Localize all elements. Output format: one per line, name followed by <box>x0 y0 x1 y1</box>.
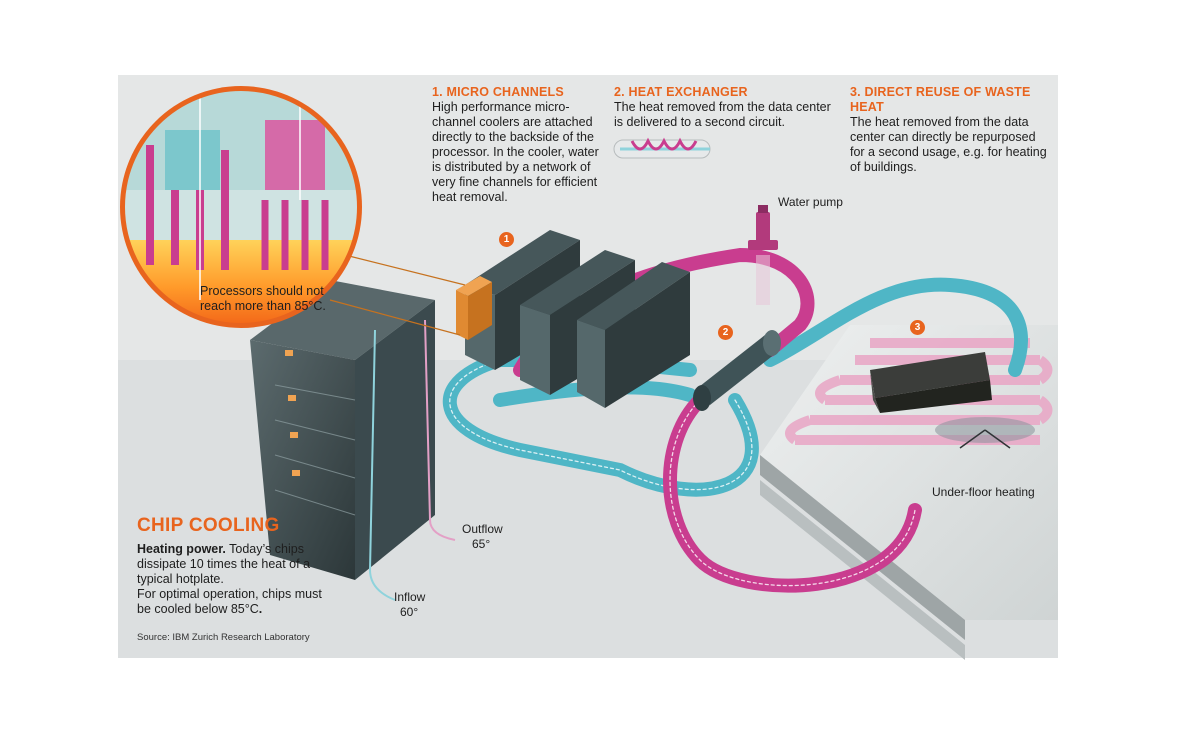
badge-2: 2 <box>718 325 733 340</box>
inflow-label: Inflow <box>394 590 426 604</box>
direct-reuse-block: 3. DIRECT REUSE OF WASTE HEAT The heat r… <box>850 85 1050 175</box>
outflow-temp: 65° <box>472 537 491 551</box>
direct-reuse-body: The heat removed from the data center ca… <box>850 115 1047 174</box>
water-pump-icon <box>748 205 778 305</box>
outflow-pipe <box>424 319 456 541</box>
chip-cooling-description: Heating power. Today’s chips dissipate 1… <box>137 542 337 617</box>
heat-exchanger-heading: 2. HEAT EXCHANGER <box>614 85 748 99</box>
server-racks <box>456 230 690 408</box>
zoom-connector-lines <box>329 254 466 336</box>
microchannel-zoom <box>120 86 362 328</box>
chip-cooling-lead: Heating power. <box>137 542 226 556</box>
micro-channels-body: High performance micro-channel coolers a… <box>432 100 599 204</box>
water-pump-label: Water pump <box>778 195 843 209</box>
cutaway-server-rack <box>250 280 456 601</box>
outflow-label: Outflow <box>462 522 503 536</box>
cooler-block <box>456 276 492 296</box>
heat-exchanger-icon <box>613 137 711 159</box>
micro-channels-block: 1. MICRO CHANNELS High performance micro… <box>432 85 602 205</box>
source-note: Source: IBM Zurich Research Laboratory <box>137 632 310 643</box>
direct-reuse-heading: 3. DIRECT REUSE OF WASTE HEAT <box>850 85 1031 114</box>
heat-exchanger-unit <box>693 330 781 411</box>
chip-cooling-line1: Today’s chips dissipate 10 times the hea… <box>137 542 311 586</box>
heat-exchanger-body: The heat removed from the data center is… <box>614 100 831 129</box>
heat-exchanger-block: 2. HEAT EXCHANGER The heat removed from … <box>614 85 839 130</box>
sofa-icon <box>870 352 992 413</box>
server-rack-3 <box>577 262 690 408</box>
table-icon <box>935 417 1035 449</box>
badge-3: 3 <box>910 320 925 335</box>
badge-1: 1 <box>499 232 514 247</box>
processors-note: Processors should not reach more than 85… <box>200 284 326 313</box>
inflow-pipe <box>368 329 396 601</box>
chip-cooling-title: CHIP COOLING <box>137 515 280 536</box>
chip-cooling-line2-end: . <box>258 602 263 616</box>
inflow-temp: 60° <box>400 605 419 619</box>
chip-cooling-line2: For optimal operation, chips must be coo… <box>137 587 322 616</box>
micro-channels-heading: 1. MICRO CHANNELS <box>432 85 564 99</box>
under-floor-label: Under-floor heating <box>932 485 1035 499</box>
